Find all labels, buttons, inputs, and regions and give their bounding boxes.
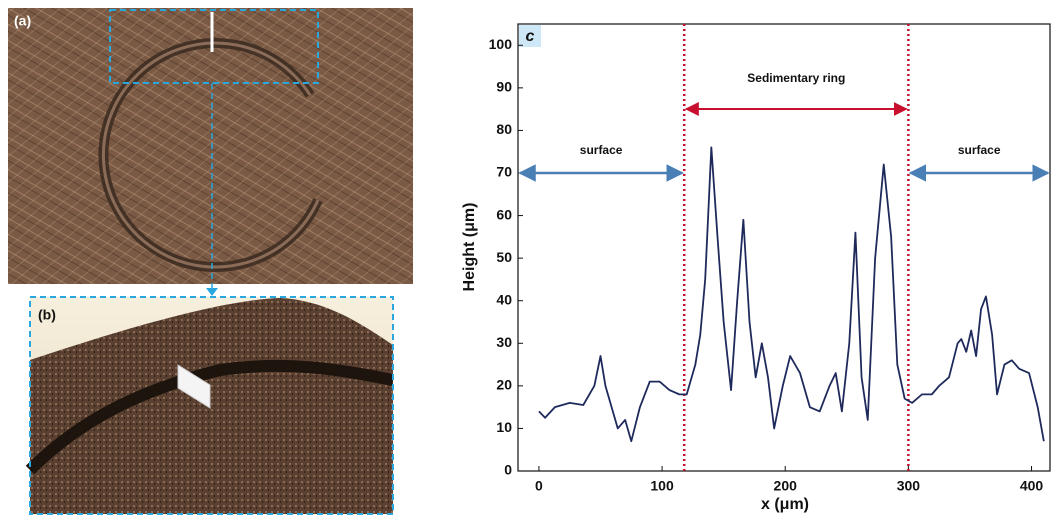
panel-label-a: (a) <box>14 13 31 29</box>
photo-a <box>8 8 413 296</box>
y-tick-label: 0 <box>504 462 512 478</box>
panel-label-box <box>519 25 541 47</box>
x-tick-label: 300 <box>897 478 921 494</box>
x-tick-label: 100 <box>650 478 674 494</box>
y-tick-label: 50 <box>496 249 512 265</box>
plot-frame <box>517 23 1051 472</box>
y-tick-label: 60 <box>496 206 512 222</box>
panel-label-b: (b) <box>38 307 56 323</box>
data-line <box>538 146 1045 443</box>
y-tick-label: 30 <box>496 334 512 350</box>
y-tick-label: 100 <box>489 36 513 52</box>
panel-label-c: c <box>526 28 535 45</box>
photo-b <box>25 296 395 515</box>
x-axis-label: x (μm) <box>761 496 809 513</box>
annotation: Sedimentary ring <box>747 71 845 85</box>
x-tick-label: 200 <box>774 478 798 494</box>
y-tick-label: 10 <box>496 419 512 435</box>
annotation: surface <box>580 143 623 157</box>
y-axis-label: Height (μm) <box>461 203 478 292</box>
y-tick-label: 80 <box>496 121 512 137</box>
y-tick-label: 20 <box>496 377 512 393</box>
annotation: surface <box>958 143 1001 157</box>
x-tick-label: 0 <box>535 478 543 494</box>
y-tick-label: 40 <box>496 291 512 307</box>
x-tick-label: 400 <box>1020 478 1044 494</box>
y-tick-label: 90 <box>496 79 512 95</box>
y-tick-label: 70 <box>496 164 512 180</box>
